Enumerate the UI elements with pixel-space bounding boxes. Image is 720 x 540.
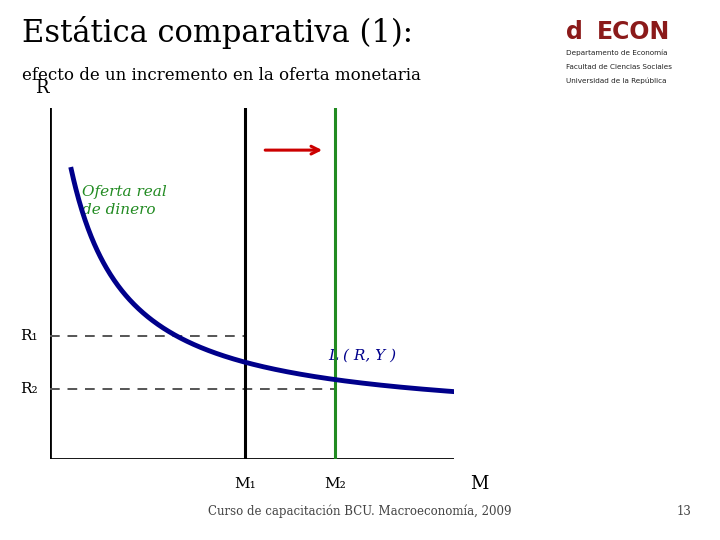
Text: Curso de capacitación BCU. Macroeconomía, 2009: Curso de capacitación BCU. Macroeconomía… [208,505,512,518]
Text: Facultad de Ciencias Sociales: Facultad de Ciencias Sociales [567,64,672,70]
Text: R₂: R₂ [20,382,38,396]
Text: M₂: M₂ [325,477,346,491]
Text: M₁: M₁ [234,477,256,491]
Text: d: d [567,19,583,44]
Text: 13: 13 [676,505,691,518]
Text: ECON: ECON [597,19,670,44]
Text: M: M [469,475,488,493]
Text: R₁: R₁ [20,329,38,343]
Text: efecto de un incremento en la oferta monetaria: efecto de un incremento en la oferta mon… [22,68,420,84]
Text: Oferta real
de dinero: Oferta real de dinero [81,185,166,217]
Text: Departamento de Economía: Departamento de Economía [567,50,668,56]
Text: Estática comparativa (1):: Estática comparativa (1): [22,16,413,49]
Text: R: R [35,79,49,97]
Text: Universidad de la República: Universidad de la República [567,78,667,84]
Text: L ( R, Y ): L ( R, Y ) [328,348,397,362]
